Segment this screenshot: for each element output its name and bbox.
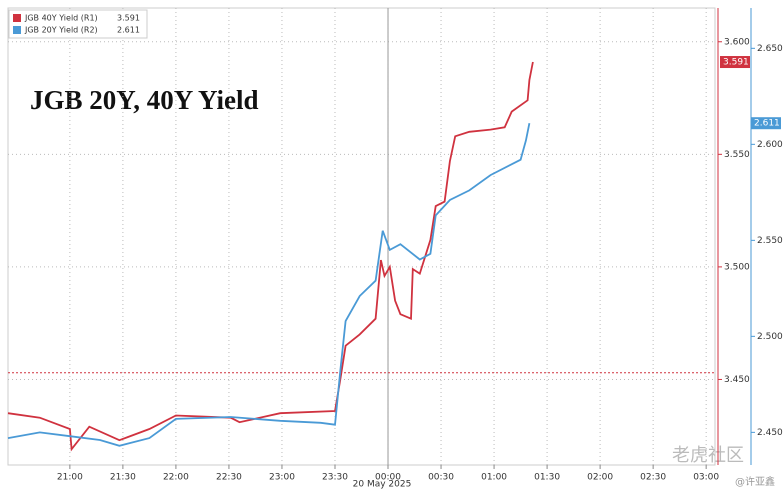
x-tick-label: 00:30	[428, 473, 454, 483]
series-line	[7, 61, 534, 452]
y-tick-label: 3.600	[724, 37, 750, 47]
x-tick-label: 21:00	[57, 473, 83, 483]
watermark: 老虎社区	[672, 445, 744, 466]
x-tick-label: 23:30	[322, 473, 348, 483]
credit: @许亚鑫	[735, 475, 775, 488]
x-tick-label: 01:30	[534, 473, 560, 483]
x-tick-label: 22:00	[163, 473, 189, 483]
y-tick-label: 3.450	[724, 375, 750, 385]
x-tick-label: 02:30	[640, 473, 666, 483]
series-line	[7, 123, 531, 447]
y-tick-label: 3.500	[724, 262, 750, 272]
y2-tick-label: 2.650	[757, 44, 783, 54]
last-value-label: 3.591	[723, 58, 749, 68]
x-tick-label: 03:00	[693, 473, 719, 483]
legend-swatch	[13, 14, 21, 22]
plot-frame	[7, 7, 716, 466]
x-tick-label: 23:00	[269, 473, 295, 483]
y2-tick-label: 2.450	[757, 428, 783, 438]
legend-label: JGB 40Y Yield (R1)	[24, 14, 98, 23]
chart-title: JGB 20Y, 40Y Yield	[30, 85, 259, 115]
legend-label: JGB 20Y Yield (R2)	[24, 26, 98, 35]
last-value-tag	[720, 56, 750, 69]
x-tick-label: 02:00	[587, 473, 613, 483]
x-date-label: 20 May 2025	[353, 480, 412, 490]
y-tick-label: 3.550	[724, 150, 750, 160]
last-value-tag	[751, 117, 781, 130]
x-tick-label: 21:30	[110, 473, 136, 483]
y2-tick-label: 2.550	[757, 236, 783, 246]
y2-tick-label: 2.500	[757, 332, 783, 342]
x-tick-label: 01:00	[481, 473, 507, 483]
x-tick-label: 00:00	[375, 473, 401, 483]
legend-value: 3.591	[117, 14, 140, 23]
last-value-label: 2.611	[754, 119, 780, 129]
legend-box	[8, 9, 148, 39]
legend-value: 2.611	[117, 26, 140, 35]
x-tick-label: 22:30	[216, 473, 242, 483]
legend-swatch	[13, 26, 21, 34]
y2-tick-label: 2.600	[757, 140, 783, 150]
